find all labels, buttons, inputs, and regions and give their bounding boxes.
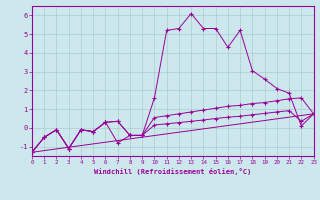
X-axis label: Windchill (Refroidissement éolien,°C): Windchill (Refroidissement éolien,°C): [94, 168, 252, 175]
